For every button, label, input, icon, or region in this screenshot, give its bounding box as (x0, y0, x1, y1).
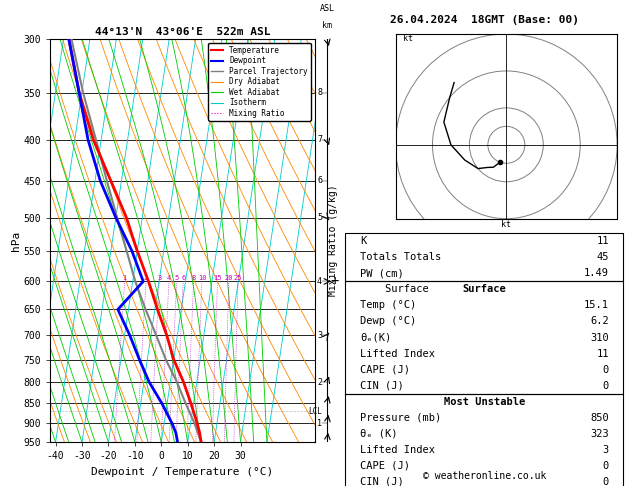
Text: Surface: Surface (360, 284, 429, 295)
Text: 5: 5 (317, 213, 322, 222)
Text: 15.1: 15.1 (584, 300, 609, 311)
Text: 1.49: 1.49 (584, 268, 609, 278)
Text: LCL: LCL (308, 407, 322, 416)
Text: 4: 4 (317, 277, 322, 286)
Text: 3: 3 (157, 276, 162, 281)
Text: 11: 11 (596, 236, 609, 246)
Text: 5: 5 (175, 276, 179, 281)
Text: 6.2: 6.2 (590, 316, 609, 327)
Text: 8: 8 (191, 276, 196, 281)
Text: 1: 1 (123, 276, 126, 281)
Text: 8: 8 (317, 88, 322, 97)
Text: 11: 11 (596, 348, 609, 359)
Text: 45: 45 (596, 252, 609, 262)
Text: θₑ(K): θₑ(K) (360, 332, 391, 343)
Text: CAPE (J): CAPE (J) (360, 364, 410, 375)
Text: 0: 0 (603, 477, 609, 486)
Text: 0: 0 (603, 461, 609, 471)
Text: Temp (°C): Temp (°C) (360, 300, 416, 311)
Text: 15: 15 (213, 276, 222, 281)
Text: Pressure (mb): Pressure (mb) (360, 413, 441, 423)
Text: 850: 850 (590, 413, 609, 423)
Text: Dewp (°C): Dewp (°C) (360, 316, 416, 327)
Text: K: K (360, 236, 366, 246)
Text: 310: 310 (590, 332, 609, 343)
Text: km: km (322, 21, 332, 30)
Text: CIN (J): CIN (J) (360, 381, 404, 391)
Text: Lifted Index: Lifted Index (360, 445, 435, 455)
Y-axis label: hPa: hPa (11, 230, 21, 251)
Text: Lifted Index: Lifted Index (360, 348, 435, 359)
Text: 0: 0 (603, 364, 609, 375)
Text: 0: 0 (603, 381, 609, 391)
Text: Most Unstable: Most Unstable (443, 397, 525, 407)
Text: +: + (330, 275, 339, 289)
Text: CAPE (J): CAPE (J) (360, 461, 410, 471)
Text: kt: kt (403, 35, 413, 43)
Text: CIN (J): CIN (J) (360, 477, 404, 486)
Text: © weatheronline.co.uk: © weatheronline.co.uk (423, 471, 546, 481)
Text: 1: 1 (317, 419, 322, 428)
Text: Totals Totals: Totals Totals (360, 252, 441, 262)
Text: 10: 10 (198, 276, 206, 281)
Text: θₑ (K): θₑ (K) (360, 429, 398, 439)
Text: 2: 2 (317, 378, 322, 387)
Text: 6: 6 (317, 176, 322, 185)
Text: 20: 20 (225, 276, 233, 281)
Text: 26.04.2024  18GMT (Base: 00): 26.04.2024 18GMT (Base: 00) (390, 15, 579, 25)
Text: Surface: Surface (462, 284, 506, 295)
Text: 2: 2 (144, 276, 148, 281)
Text: 7: 7 (317, 135, 322, 144)
Text: 323: 323 (590, 429, 609, 439)
Text: 4: 4 (167, 276, 171, 281)
Text: 3: 3 (603, 445, 609, 455)
Legend: Temperature, Dewpoint, Parcel Trajectory, Dry Adiabat, Wet Adiabat, Isotherm, Mi: Temperature, Dewpoint, Parcel Trajectory… (208, 43, 311, 121)
Text: ASL: ASL (320, 3, 335, 13)
Text: Mixing Ratio (g/kg): Mixing Ratio (g/kg) (328, 185, 338, 296)
Title: 44°13'N  43°06'E  522m ASL: 44°13'N 43°06'E 522m ASL (94, 27, 270, 37)
Text: 25: 25 (234, 276, 242, 281)
X-axis label: kt: kt (501, 220, 511, 229)
Text: 3: 3 (317, 331, 322, 340)
Text: 6: 6 (181, 276, 186, 281)
Text: PW (cm): PW (cm) (360, 268, 404, 278)
X-axis label: Dewpoint / Temperature (°C): Dewpoint / Temperature (°C) (91, 467, 274, 477)
